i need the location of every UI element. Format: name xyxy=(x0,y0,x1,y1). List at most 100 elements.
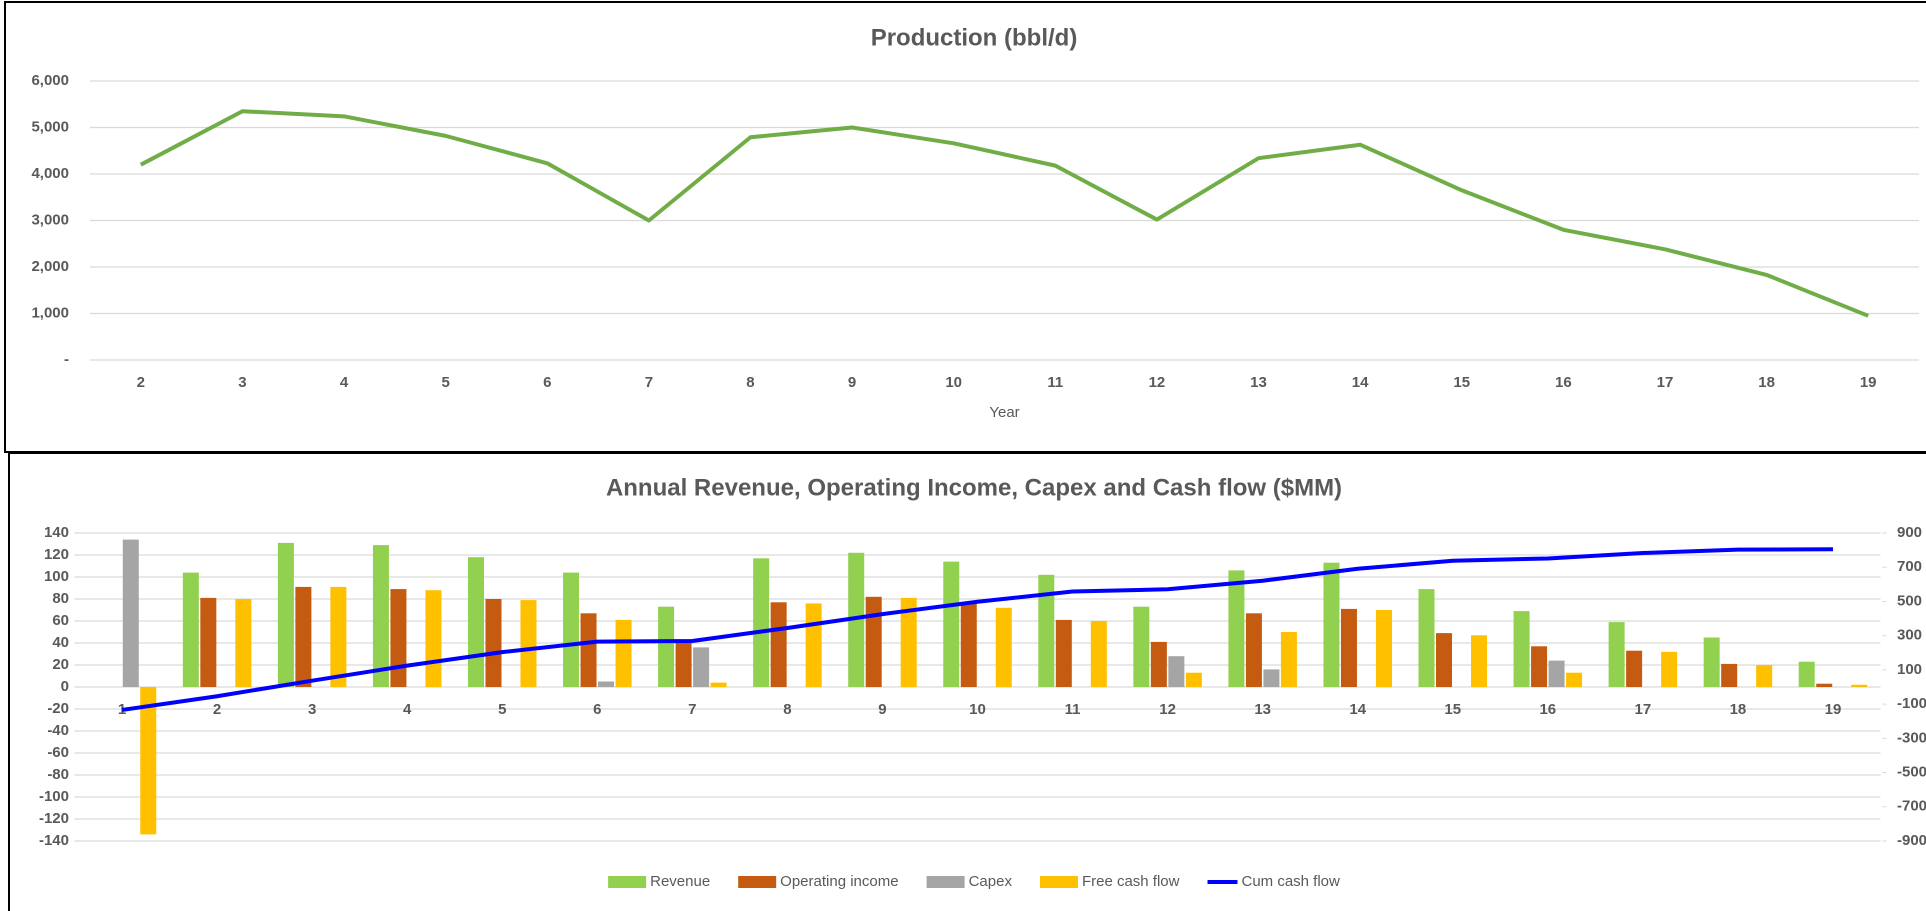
y-tick-label: 80 xyxy=(52,590,69,607)
x-tick-label: 7 xyxy=(688,701,696,718)
legend-label: Revenue xyxy=(650,873,710,890)
legend-label: Free cash flow xyxy=(1082,873,1180,890)
bar xyxy=(865,596,882,687)
bar xyxy=(425,590,442,687)
y-tick-label: - xyxy=(64,351,69,368)
y2-tick-label: -700 xyxy=(1897,798,1926,815)
bar xyxy=(182,572,199,687)
x-tick-label: 15 xyxy=(1453,374,1470,391)
y2-tick-label: -100 xyxy=(1897,695,1926,712)
legend-swatch xyxy=(738,876,777,888)
bar xyxy=(467,557,484,687)
x-tick-label: 3 xyxy=(308,701,316,718)
y-tick-label: -80 xyxy=(47,766,69,783)
x-tick-label: 6 xyxy=(543,374,551,391)
legend-label: Operating income xyxy=(780,873,898,890)
bar xyxy=(1185,672,1202,687)
bar xyxy=(995,607,1012,687)
bar xyxy=(1280,632,1297,687)
x-tick-label: 17 xyxy=(1635,701,1652,718)
x-tick-label: 11 xyxy=(1047,374,1063,391)
bar xyxy=(1340,608,1357,687)
legend-swatch xyxy=(926,876,965,888)
legend-swatch xyxy=(608,876,647,888)
bar xyxy=(520,600,537,687)
bar xyxy=(900,597,917,687)
bar xyxy=(805,603,822,687)
bar xyxy=(1721,663,1738,687)
y2-tick-label: 900 xyxy=(1897,524,1922,541)
y-tick-label: -40 xyxy=(47,722,69,739)
chart-border xyxy=(8,452,1926,911)
y-tick-label: 4,000 xyxy=(31,165,69,182)
bar xyxy=(580,613,597,687)
bar xyxy=(200,597,217,687)
chart-title: Production (bbl/d) xyxy=(871,24,1078,51)
legend-label: Cum cash flow xyxy=(1241,873,1340,890)
legend-label: Capex xyxy=(969,873,1013,890)
bar xyxy=(1756,665,1773,687)
bar xyxy=(1168,656,1185,687)
bar xyxy=(658,606,675,687)
y-tick-label: 20 xyxy=(52,656,69,673)
y2-tick-label: -300 xyxy=(1897,729,1926,746)
bar xyxy=(710,682,727,687)
y-tick-label: 5,000 xyxy=(31,118,69,135)
bar xyxy=(563,572,580,687)
bar xyxy=(753,558,770,687)
y-tick-label: 2,000 xyxy=(31,258,69,275)
bar xyxy=(1038,574,1055,687)
x-tick-label: 7 xyxy=(645,374,653,391)
bar xyxy=(675,643,692,687)
bar xyxy=(1566,672,1583,687)
x-tick-label: 10 xyxy=(945,374,962,391)
x-tick-label: 12 xyxy=(1149,374,1166,391)
x-tick-label: 5 xyxy=(498,701,506,718)
x-tick-label: 14 xyxy=(1349,701,1366,718)
bar xyxy=(277,542,294,687)
bar xyxy=(485,599,502,687)
y-tick-label: 120 xyxy=(44,546,69,563)
bar xyxy=(1851,684,1868,687)
bar xyxy=(1228,570,1245,687)
data-line xyxy=(139,109,1869,318)
y2-tick-label: -900 xyxy=(1897,832,1926,849)
bar xyxy=(1323,562,1340,687)
x-tick-label: 2 xyxy=(137,374,145,391)
x-tick-label: 18 xyxy=(1758,374,1775,391)
y-tick-label: 100 xyxy=(44,568,69,585)
chart-title: Annual Revenue, Operating Income, Capex … xyxy=(606,474,1342,501)
x-tick-label: 16 xyxy=(1555,374,1572,391)
bar xyxy=(390,589,407,687)
bar xyxy=(1055,619,1072,687)
y-tick-label: -100 xyxy=(39,788,69,805)
x-tick-label: 14 xyxy=(1352,374,1369,391)
y-tick-label: 60 xyxy=(52,612,69,629)
y-tick-label: 0 xyxy=(61,678,69,695)
y-tick-label: -20 xyxy=(47,700,69,717)
bar xyxy=(1703,637,1720,687)
x-tick-label: 5 xyxy=(441,374,449,391)
bar xyxy=(770,602,787,687)
bar xyxy=(1816,683,1833,687)
bar xyxy=(1608,622,1625,687)
x-tick-label: 13 xyxy=(1250,374,1267,391)
bar xyxy=(1471,635,1488,687)
x-tick-label: 15 xyxy=(1444,701,1461,718)
bar xyxy=(1150,641,1167,687)
y-tick-label: -60 xyxy=(47,744,69,761)
y-tick-label: 6,000 xyxy=(31,72,69,89)
x-tick-label: 16 xyxy=(1539,701,1556,718)
y2-tick-label: 300 xyxy=(1897,627,1922,644)
y-tick-label: 3,000 xyxy=(31,211,69,228)
data-line xyxy=(121,547,1833,712)
x-tick-label: 17 xyxy=(1657,374,1674,391)
x-tick-label: 12 xyxy=(1159,701,1176,718)
bar xyxy=(960,603,977,687)
bar xyxy=(693,647,710,687)
bar xyxy=(1531,646,1548,687)
x-axis-title: Year xyxy=(989,404,1019,421)
x-tick-label: 9 xyxy=(878,701,886,718)
